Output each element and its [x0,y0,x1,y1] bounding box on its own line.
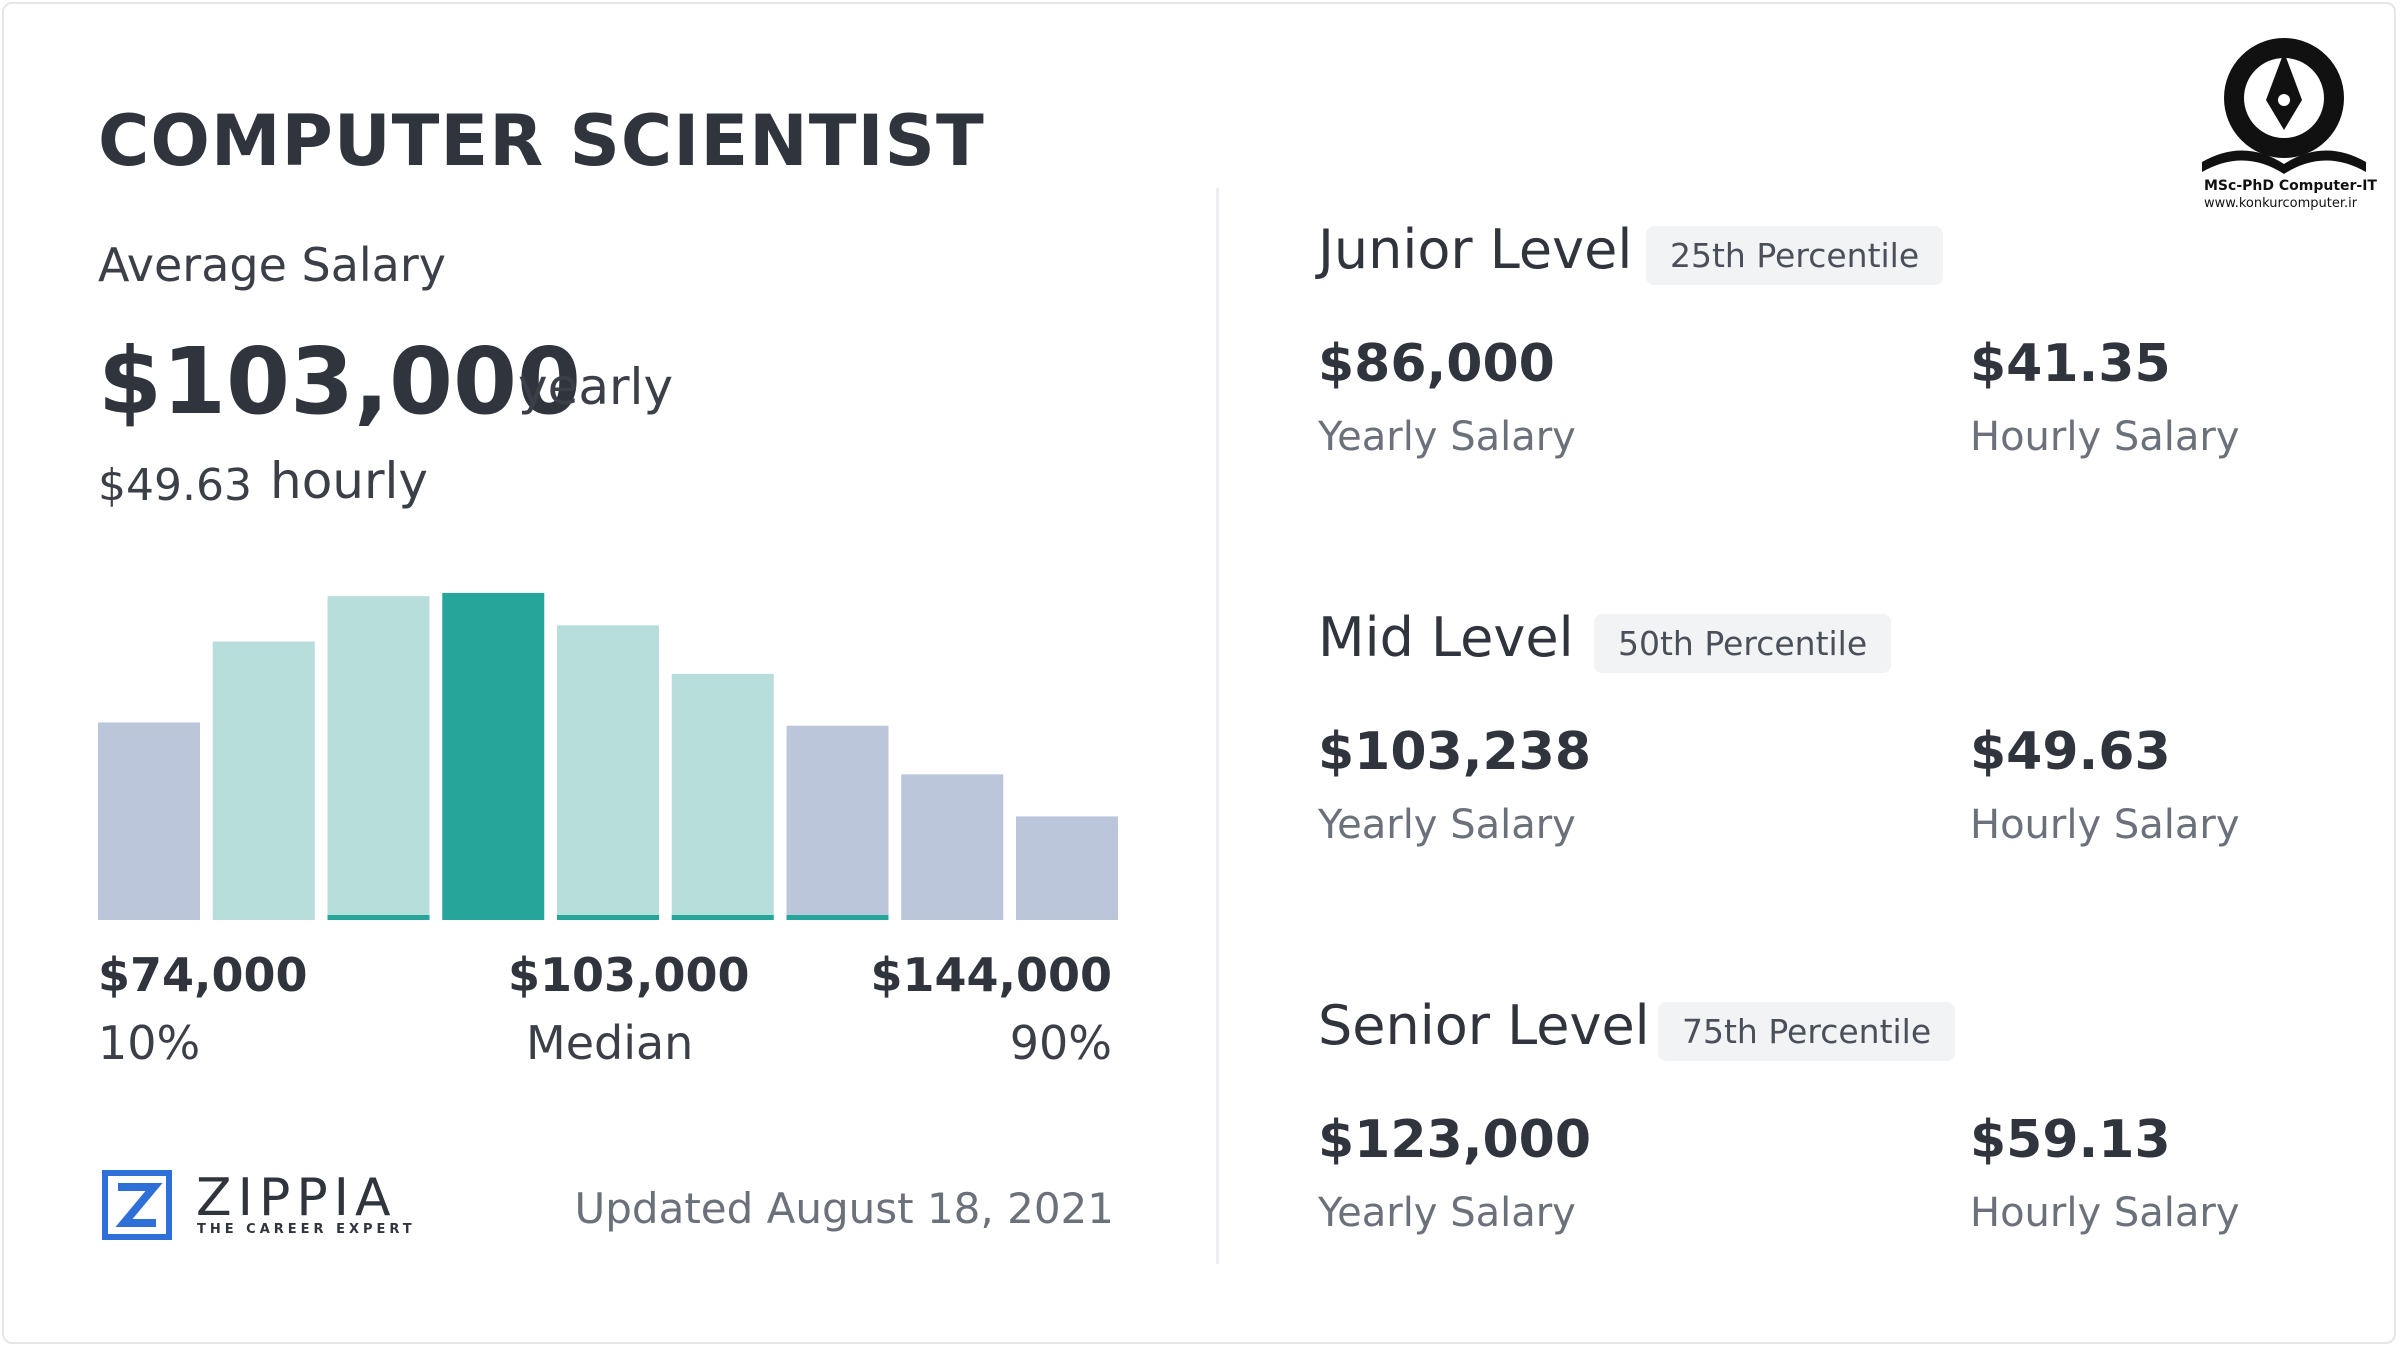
histogram-bar-underline [327,915,430,920]
histogram-bar [98,722,200,920]
axis-label-median: Median [526,1016,694,1070]
histogram-bar-underline [786,915,889,920]
hourly-caption-mid: Hourly Salary [1970,802,2240,848]
hourly-salary-junior: $41.35 [1970,334,2171,394]
yearly-caption-mid: Yearly Salary [1318,802,1576,848]
hourly-caption-senior: Hourly Salary [1970,1190,2240,1236]
brand-name: ZIPPIA [196,1168,397,1228]
hourly-salary-mid: $49.63 [1970,722,2171,782]
pen-nib-logo-icon [2202,38,2366,174]
salary-histogram [98,592,1118,920]
column-divider [1216,188,1219,1264]
yearly-caption-senior: Yearly Salary [1318,1190,1576,1236]
yearly-salary-junior: $86,000 [1318,334,1555,394]
histogram-bar [1016,816,1118,920]
histogram-bar [557,625,659,920]
percentile-badge-junior: 25th Percentile [1646,226,1944,285]
yearly-unit: yearly [518,358,674,416]
watermark-line2: www.konkurcomputer.ir [2204,196,2358,211]
histogram-bar-underline [671,915,774,920]
brand-tagline: THE CAREER EXPERT [197,1222,416,1237]
histogram-bar [901,774,1004,920]
updated-date: Updated August 18, 2021 [574,1184,1114,1233]
level-name-senior: Senior Level [1318,994,1650,1057]
zippia-logo-icon [102,1170,172,1240]
average-yearly-value: $103,000 [98,328,582,435]
histogram-bar-median [442,592,545,920]
average-salary-label: Average Salary [98,238,447,292]
histogram-bar-underline [557,915,659,920]
axis-value-low: $74,000 [98,948,308,1002]
hourly-unit: hourly [270,452,429,510]
axis-value-median: $103,000 [508,948,750,1002]
yearly-caption-junior: Yearly Salary [1318,414,1576,460]
histogram-bar [212,641,315,920]
yearly-salary-mid: $103,238 [1318,722,1592,782]
hourly-salary-senior: $59.13 [1970,1110,2171,1170]
axis-label-high: 90% [1009,1016,1112,1070]
hourly-caption-junior: Hourly Salary [1970,414,2240,460]
axis-label-low: 10% [98,1016,201,1070]
yearly-salary-senior: $123,000 [1318,1110,1592,1170]
average-hourly-value: $49.63 [98,460,252,511]
page-title: COMPUTER SCIENTIST [98,100,985,182]
watermark-line1: MSc-PhD Computer-IT [2204,178,2377,194]
percentile-badge-senior: 75th Percentile [1658,1002,1956,1061]
percentile-badge-mid: 50th Percentile [1594,614,1892,673]
level-name-junior: Junior Level [1318,218,1633,281]
histogram-bar [786,725,889,920]
level-name-mid: Mid Level [1318,606,1574,669]
histogram-bar [671,673,774,920]
axis-value-high: $144,000 [870,948,1112,1002]
histogram-bar [327,596,430,920]
